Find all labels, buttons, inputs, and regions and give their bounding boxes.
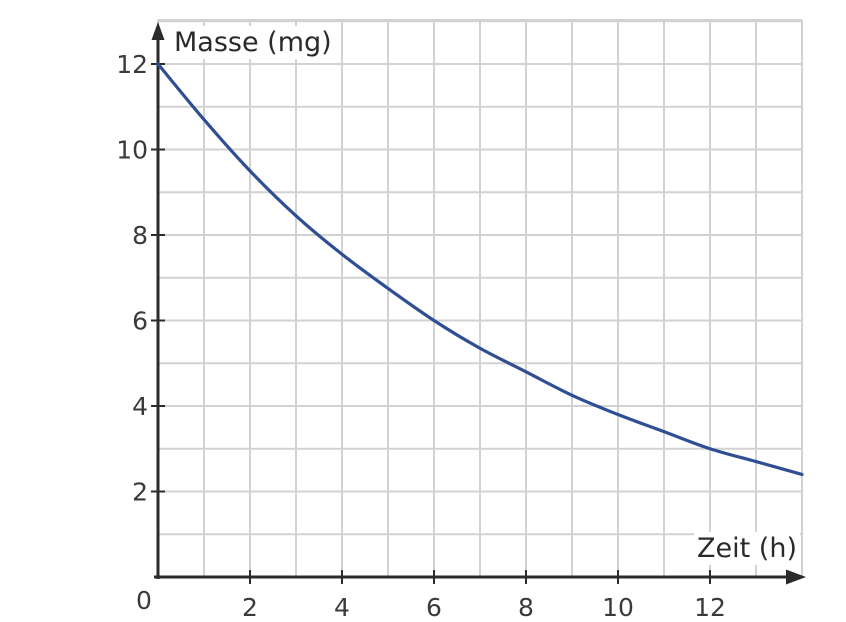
x-tick-label: 4 <box>334 593 350 622</box>
ticks: 2 4 6 8 10 12 2 4 6 8 10 12 <box>116 50 726 622</box>
y-tick-label: 2 <box>132 478 148 507</box>
y-axis-arrow-icon <box>151 22 165 40</box>
y-tick-label: 10 <box>116 136 148 165</box>
y-axis-label: Masse (mg) <box>174 27 332 58</box>
y-tick-label: 12 <box>116 50 148 79</box>
axes <box>151 22 806 585</box>
origin-label: 0 <box>136 586 152 615</box>
y-tick-label: 4 <box>132 392 148 421</box>
series-line <box>156 62 804 476</box>
x-tick-label: 10 <box>602 593 634 622</box>
x-axis-arrow-icon <box>786 569 806 585</box>
series <box>156 62 804 476</box>
x-axis-label: Zeit (h) <box>697 533 797 564</box>
x-axis-label-background <box>694 532 800 565</box>
grid <box>157 19 803 578</box>
y-axis-label-background <box>171 26 335 59</box>
x-tick-label: 8 <box>518 593 534 622</box>
x-tick-label: 12 <box>694 593 726 622</box>
y-tick-label: 8 <box>132 221 148 250</box>
y-tick-label: 6 <box>132 307 148 336</box>
x-tick-label: 6 <box>426 593 442 622</box>
x-tick-label: 2 <box>242 593 258 622</box>
